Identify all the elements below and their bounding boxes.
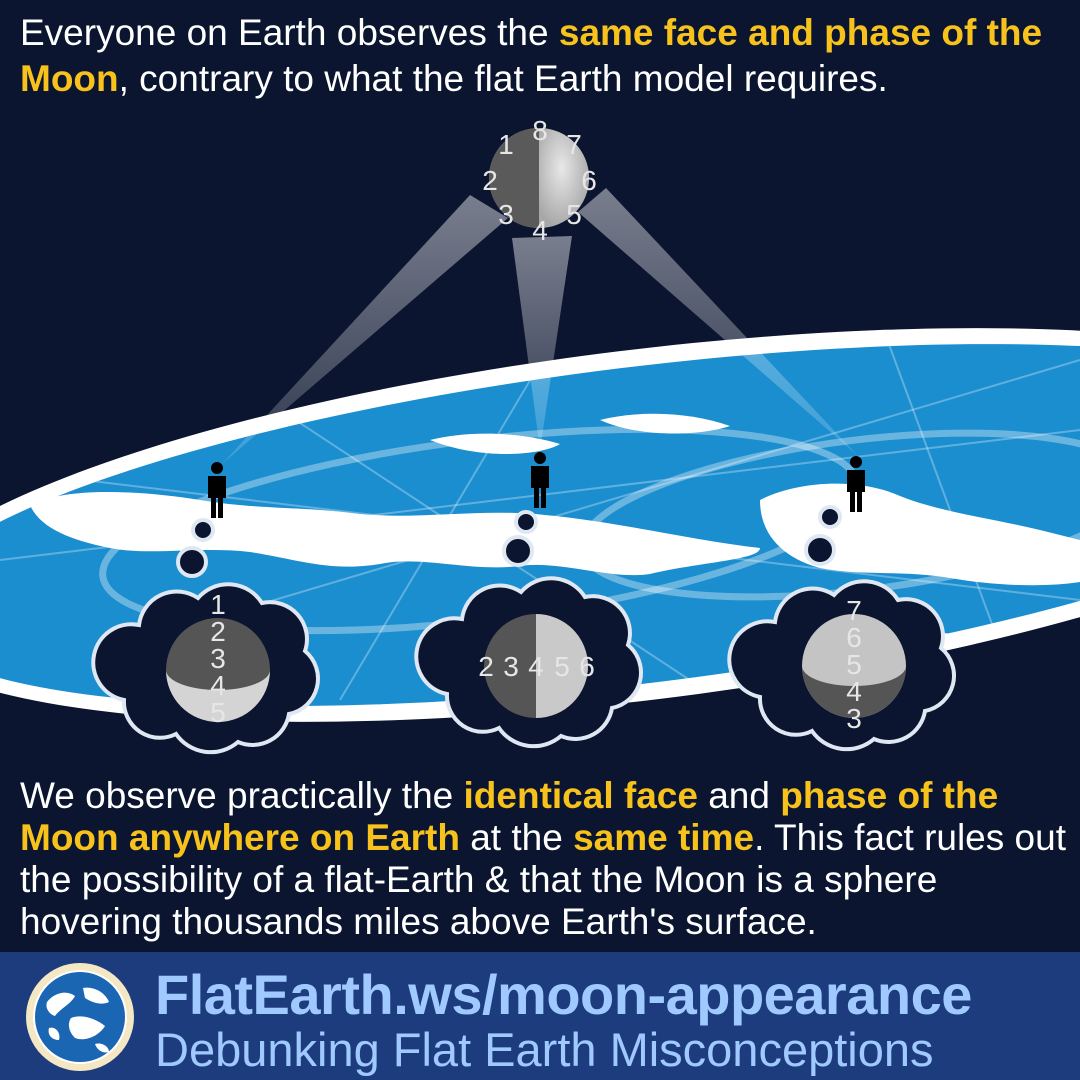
sight-line-right [578,188,858,456]
bubble-dot-small [191,518,215,542]
bubble-left-label-5: 5 [210,697,226,728]
sight-lines [222,188,858,464]
moon-phase-diagram: 1 2 3 4 5 6 7 8 [0,115,1080,755]
headline: Everyone on Earth observes the same face… [20,10,1070,102]
headline-highlight: same face and phase of the Moon [20,12,1043,99]
moon-label-3: 3 [498,199,514,230]
bubble-dot-large [502,535,534,567]
body-highlight-3: same time [573,817,755,858]
bubble-moon-left-lit [166,670,270,722]
footer-banner [0,952,1080,1080]
continent-north [430,433,560,454]
bubble-dot-large [804,534,836,566]
bubble-dot-small [514,510,538,534]
moon-dark-half [489,128,539,228]
bubble-moon-center-lit [536,614,588,718]
thought-bubble-center: 2 3 4 5 6 [414,510,643,749]
bubble-dot-small [818,505,842,529]
headline-text-1: Everyone on Earth observes the [20,12,559,53]
bubble-left-label-1: 1 [210,589,226,620]
bubble-right-label-5: 3 [846,703,862,734]
footer-tagline: Debunking Flat Earth Misconceptions [155,1023,934,1076]
sight-line-left [222,195,508,464]
headline-text-2: , contrary to what the flat Earth model … [118,58,888,99]
body-highlight-1: identical face [463,775,698,816]
bubble-right-label-1: 7 [846,595,862,626]
body-text-1: We observe practically the [20,775,464,816]
moon-label-4: 4 [532,215,548,246]
bubble-right-label-4: 4 [846,676,862,707]
bubble-right-label-2: 6 [846,622,862,653]
bubble-center-label-3: 4 [528,651,544,682]
thought-bubble-left: 1 2 3 4 5 [91,518,320,755]
observer-right-icon [847,456,865,512]
bubble-left-label-2: 2 [210,616,226,647]
body-highlight-2: phase of the Moon anywhere on Earth [20,775,999,858]
moon-label-1: 1 [498,129,514,160]
bubble-dot-large [176,546,208,578]
moon-label-5: 5 [566,199,582,230]
thought-bubble-right: 7 6 5 4 3 [727,505,956,752]
bubble-moon-right-dark [802,666,906,718]
body-text-4: . This fact rules out the possibility of… [20,817,1066,942]
observer-center-icon [531,452,549,508]
bubble-center-label-4: 5 [554,651,570,682]
observers [208,452,865,518]
bubble-left-label-4: 4 [210,670,226,701]
sight-line-center [512,236,572,450]
moon-lit-half [539,128,589,228]
moon-label-2: 2 [482,165,498,196]
bubble-left-label-3: 3 [210,643,226,674]
bubble-right-label-3: 5 [846,649,862,680]
body-text-2: and [697,775,781,816]
observer-left-icon [208,462,226,518]
moon: 1 2 3 4 5 6 7 8 [482,115,597,246]
footer-url[interactable]: FlatEarth.ws/moon-appearance [155,963,972,1026]
explanation-text: We observe practically the identical fac… [20,775,1070,943]
body-text-3: at the [459,817,574,858]
bubble-center-label-2: 3 [503,651,519,682]
moon-label-7: 7 [566,129,582,160]
bubble-center-label-5: 6 [579,651,595,682]
moon-label-8: 8 [532,115,548,146]
globe-logo-icon [26,963,134,1071]
moon-label-6: 6 [581,165,597,196]
continent-east [760,483,1080,586]
bubble-center-label-1: 2 [478,651,494,682]
continent-north-2 [600,413,730,434]
